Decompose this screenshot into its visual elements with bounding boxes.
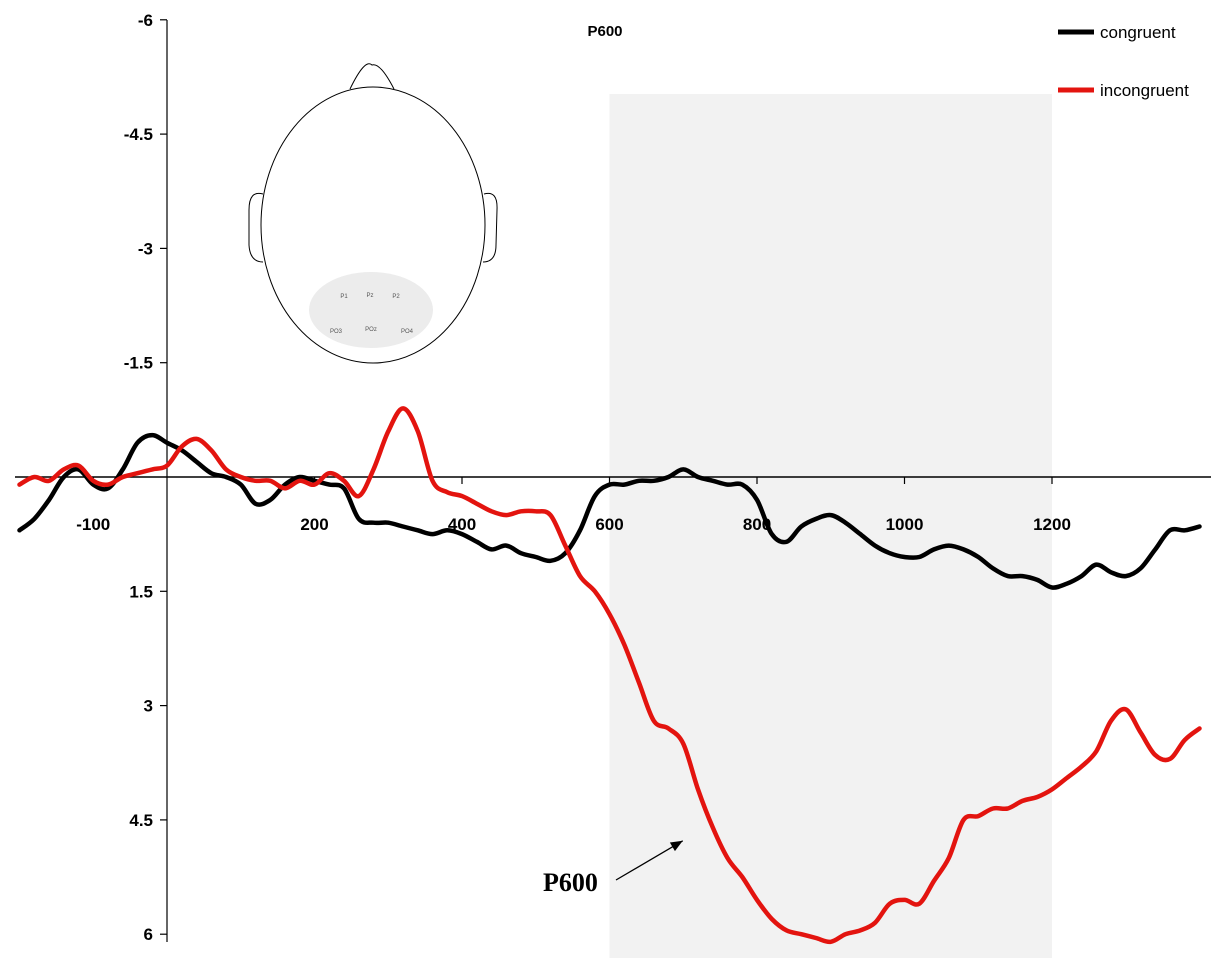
y-tick-label: 1.5 xyxy=(129,582,153,601)
x-tick-label: 1200 xyxy=(1033,515,1071,534)
annotation-label: P600 xyxy=(543,868,598,897)
legend: congruent incongruent xyxy=(1058,23,1189,100)
y-tick-label: 6 xyxy=(144,925,153,944)
electrode-label: Pz xyxy=(366,293,373,299)
y-tick-label: 3 xyxy=(144,697,153,716)
electrode-label: P1 xyxy=(340,294,348,300)
y-tick-label: -1.5 xyxy=(124,354,153,373)
x-tick-label: 200 xyxy=(300,515,328,534)
electrode-label: P2 xyxy=(392,294,400,300)
y-tick-label: -6 xyxy=(138,11,153,30)
analysis-window-shade xyxy=(610,94,1053,958)
y-tick-label: -3 xyxy=(138,239,153,258)
electrode-label: PO4 xyxy=(401,329,414,335)
y-tick-label: 4.5 xyxy=(129,811,153,830)
x-tick-label: -100 xyxy=(76,515,110,534)
scalp-electrode-map: P1 Pz P2 PO3 POz PO4 xyxy=(249,64,497,363)
x-tick-label: 600 xyxy=(595,515,623,534)
chart-title: P600 xyxy=(587,23,622,40)
legend-label-incongruent: incongruent xyxy=(1100,81,1189,100)
nose-shape xyxy=(350,64,394,89)
y-tick-label: -4.5 xyxy=(124,125,153,144)
electrode-label: PO3 xyxy=(330,329,343,335)
electrode-region-highlight xyxy=(309,272,433,348)
x-tick-label: 1000 xyxy=(886,515,924,534)
legend-label-congruent: congruent xyxy=(1100,23,1176,42)
electrode-label: POz xyxy=(365,327,377,333)
